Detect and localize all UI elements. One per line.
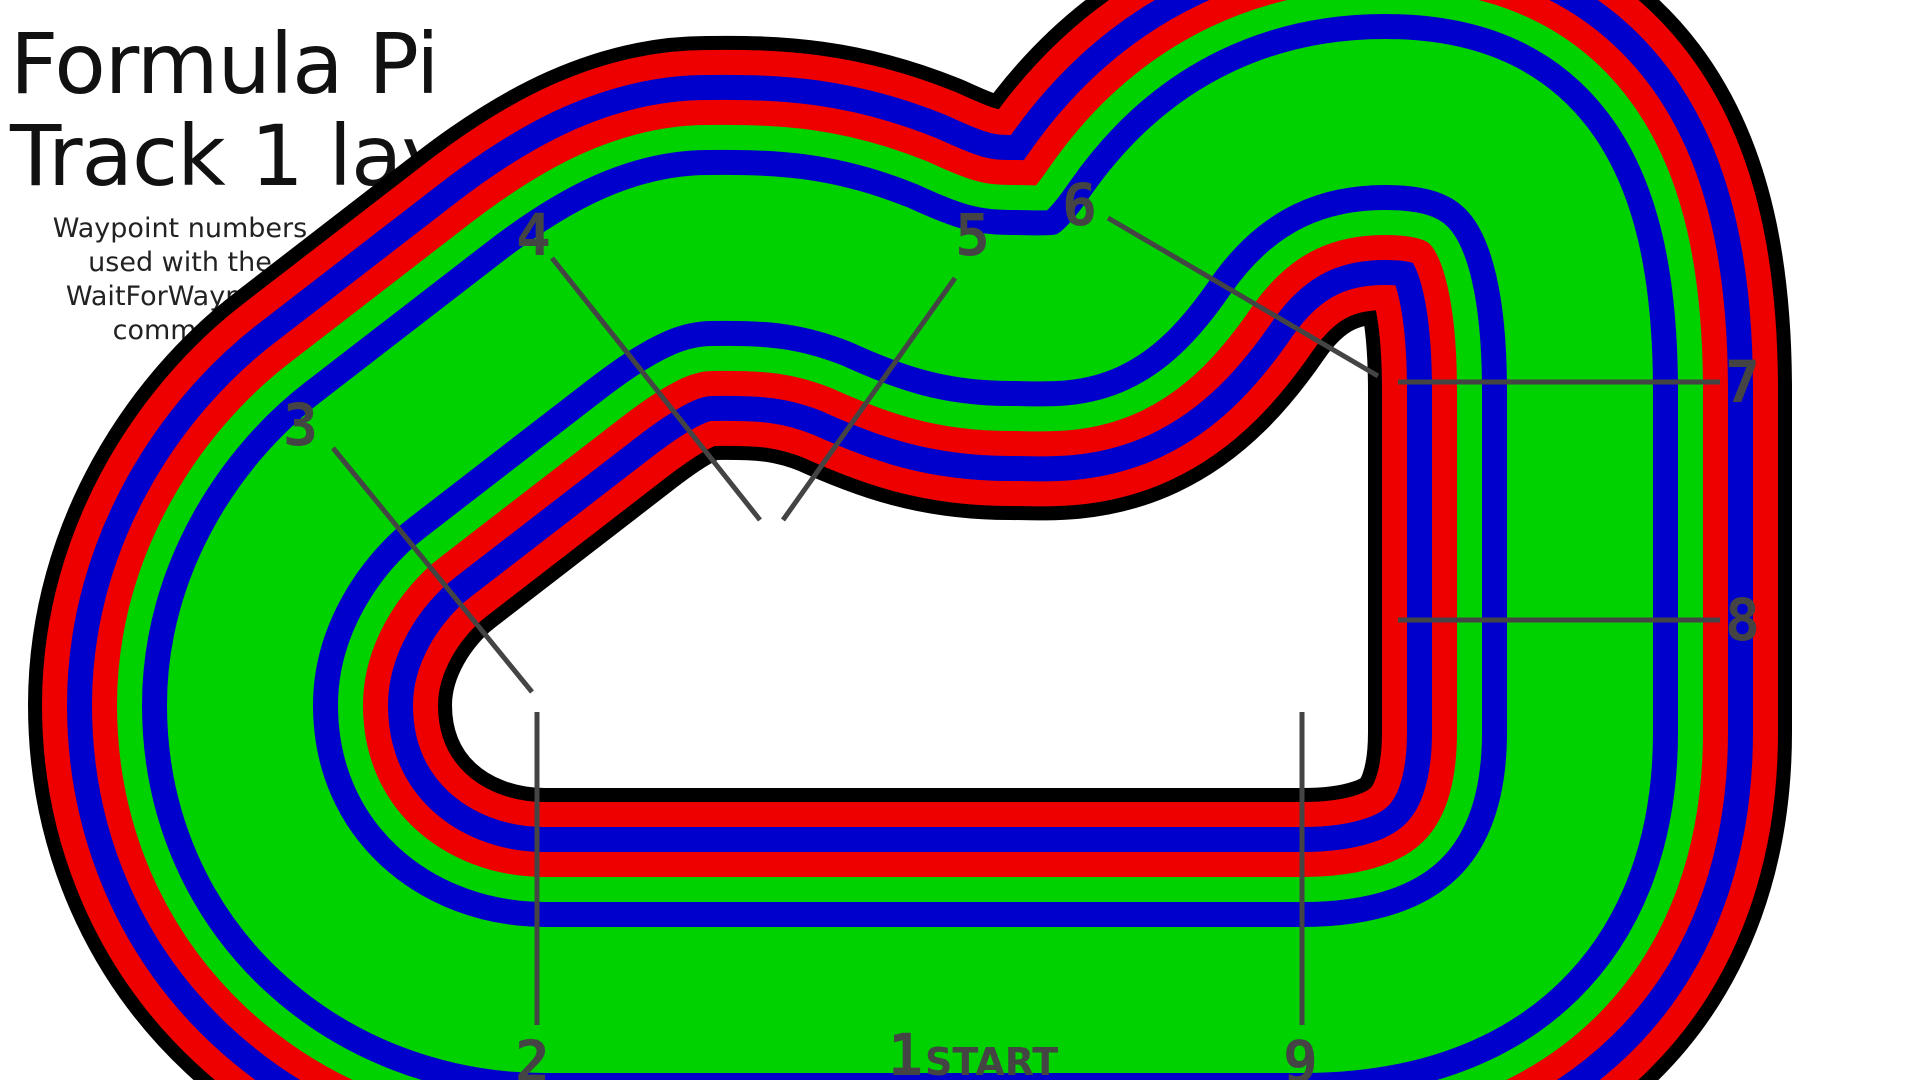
note-line-1: Waypoint numbers xyxy=(52,213,308,244)
note-line-2: used with the xyxy=(88,247,272,278)
waypoint-6-number: 6 xyxy=(1062,171,1097,239)
waypoint-1-number: 1 xyxy=(888,1021,923,1080)
waypoint-4-number: 4 xyxy=(516,201,551,269)
waypoint-2-number: 2 xyxy=(515,1028,550,1080)
waypoint-5-line xyxy=(780,276,958,522)
waypoint-3-number: 3 xyxy=(283,391,318,459)
waypoint-6-line xyxy=(1106,215,1380,379)
start-label: START xyxy=(925,1040,1058,1080)
waypoint-markers xyxy=(331,215,1720,1025)
waypoint-5-number: 5 xyxy=(955,201,990,269)
waypoint-4-line xyxy=(550,256,762,522)
waypoint-3-line xyxy=(331,446,534,694)
waypoint-9-number: 9 xyxy=(1283,1028,1318,1080)
waypoint-8-number: 8 xyxy=(1725,586,1760,654)
title-line-1: Formula Pi xyxy=(10,15,439,113)
track-lanes xyxy=(28,0,1792,1080)
lane-inner-green xyxy=(167,39,1653,1073)
waypoint-7-number: 7 xyxy=(1725,348,1760,416)
